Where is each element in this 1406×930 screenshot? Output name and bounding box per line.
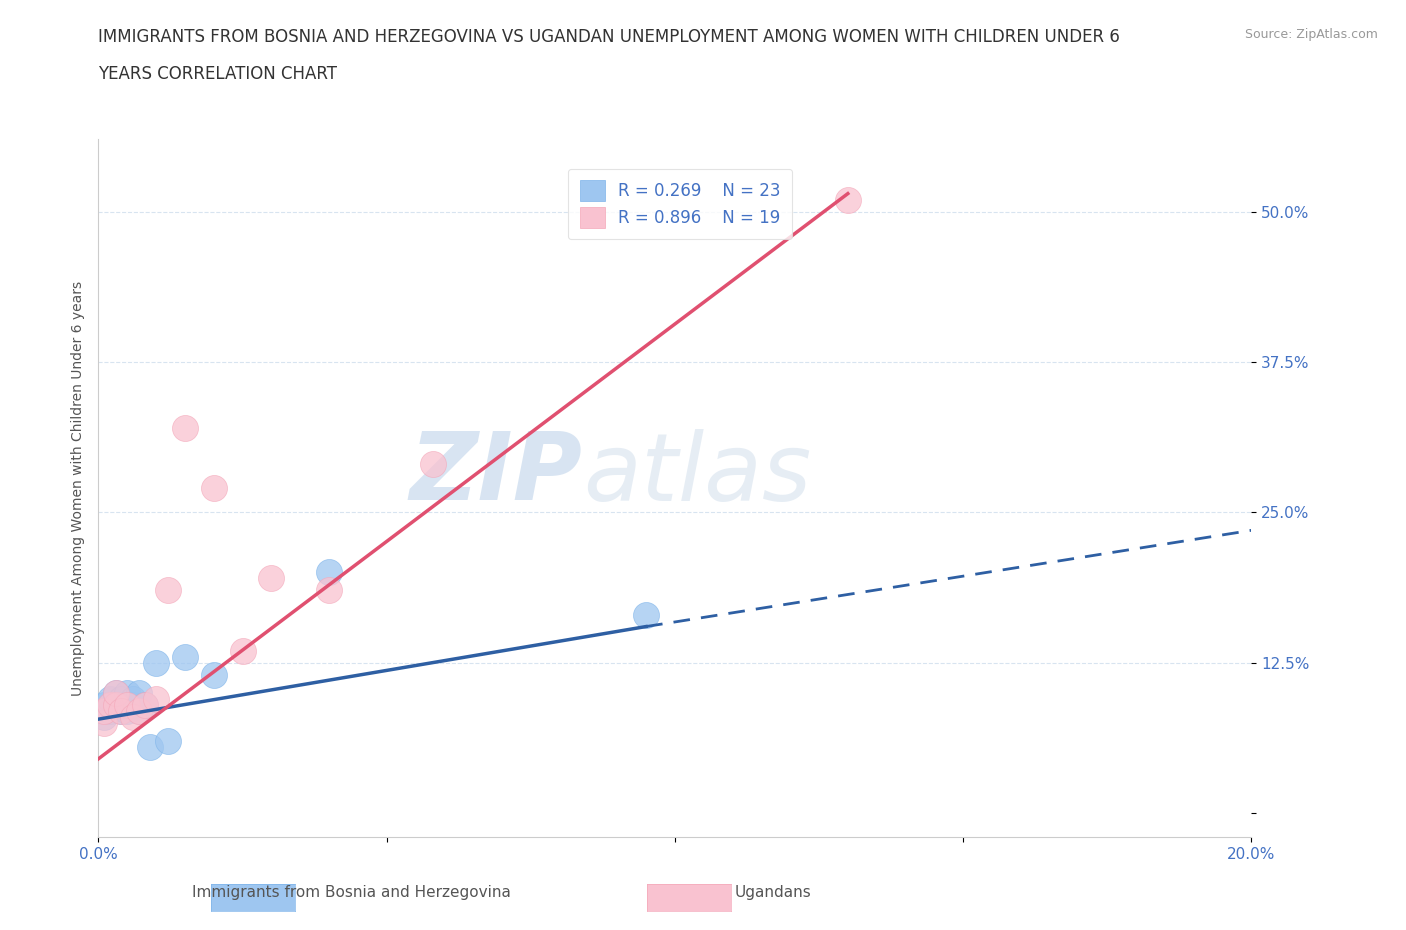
Point	[636, 607, 658, 622]
Point	[145, 691, 167, 706]
Text: Immigrants from Bosnia and Herzegovina: Immigrants from Bosnia and Herzegovina	[193, 885, 510, 900]
Point	[134, 698, 156, 712]
Point	[318, 583, 340, 598]
Point	[117, 685, 138, 700]
Point	[98, 698, 121, 712]
Point	[122, 691, 145, 706]
Point	[93, 715, 115, 730]
Text: YEARS CORRELATION CHART: YEARS CORRELATION CHART	[98, 65, 337, 83]
Point	[260, 571, 283, 586]
Point	[122, 698, 145, 712]
Point	[93, 698, 115, 712]
Point	[128, 703, 150, 718]
Point	[122, 710, 145, 724]
Point	[174, 420, 197, 435]
Text: Source: ZipAtlas.com: Source: ZipAtlas.com	[1244, 28, 1378, 41]
Text: atlas: atlas	[582, 429, 811, 520]
Point	[174, 649, 197, 664]
Text: IMMIGRANTS FROM BOSNIA AND HERZEGOVINA VS UGANDAN UNEMPLOYMENT AMONG WOMEN WITH : IMMIGRANTS FROM BOSNIA AND HERZEGOVINA V…	[98, 28, 1121, 46]
Point	[145, 656, 167, 671]
Point	[110, 691, 132, 706]
Point	[104, 685, 127, 700]
Y-axis label: Unemployment Among Women with Children Under 6 years: Unemployment Among Women with Children U…	[70, 281, 84, 696]
Point	[98, 691, 121, 706]
Point	[134, 698, 156, 712]
Legend: R = 0.269    N = 23, R = 0.896    N = 19: R = 0.269 N = 23, R = 0.896 N = 19	[568, 168, 792, 239]
Point	[156, 734, 179, 749]
Point	[104, 698, 127, 712]
Point	[93, 703, 115, 718]
Point	[318, 565, 340, 580]
Point	[117, 703, 138, 718]
Point	[156, 583, 179, 598]
Point	[128, 685, 150, 700]
Point	[202, 667, 225, 682]
Point	[231, 644, 254, 658]
Point	[128, 703, 150, 718]
Point	[202, 481, 225, 496]
Text: Ugandans: Ugandans	[735, 885, 811, 900]
Point	[110, 703, 132, 718]
Text: ZIP: ZIP	[409, 429, 582, 520]
Point	[98, 703, 121, 718]
Point	[139, 739, 162, 754]
Point	[93, 710, 115, 724]
Point	[104, 698, 127, 712]
Point	[110, 703, 132, 718]
Point	[117, 698, 138, 712]
Point	[837, 193, 859, 207]
Point	[422, 457, 444, 472]
Point	[117, 698, 138, 712]
Point	[104, 685, 127, 700]
